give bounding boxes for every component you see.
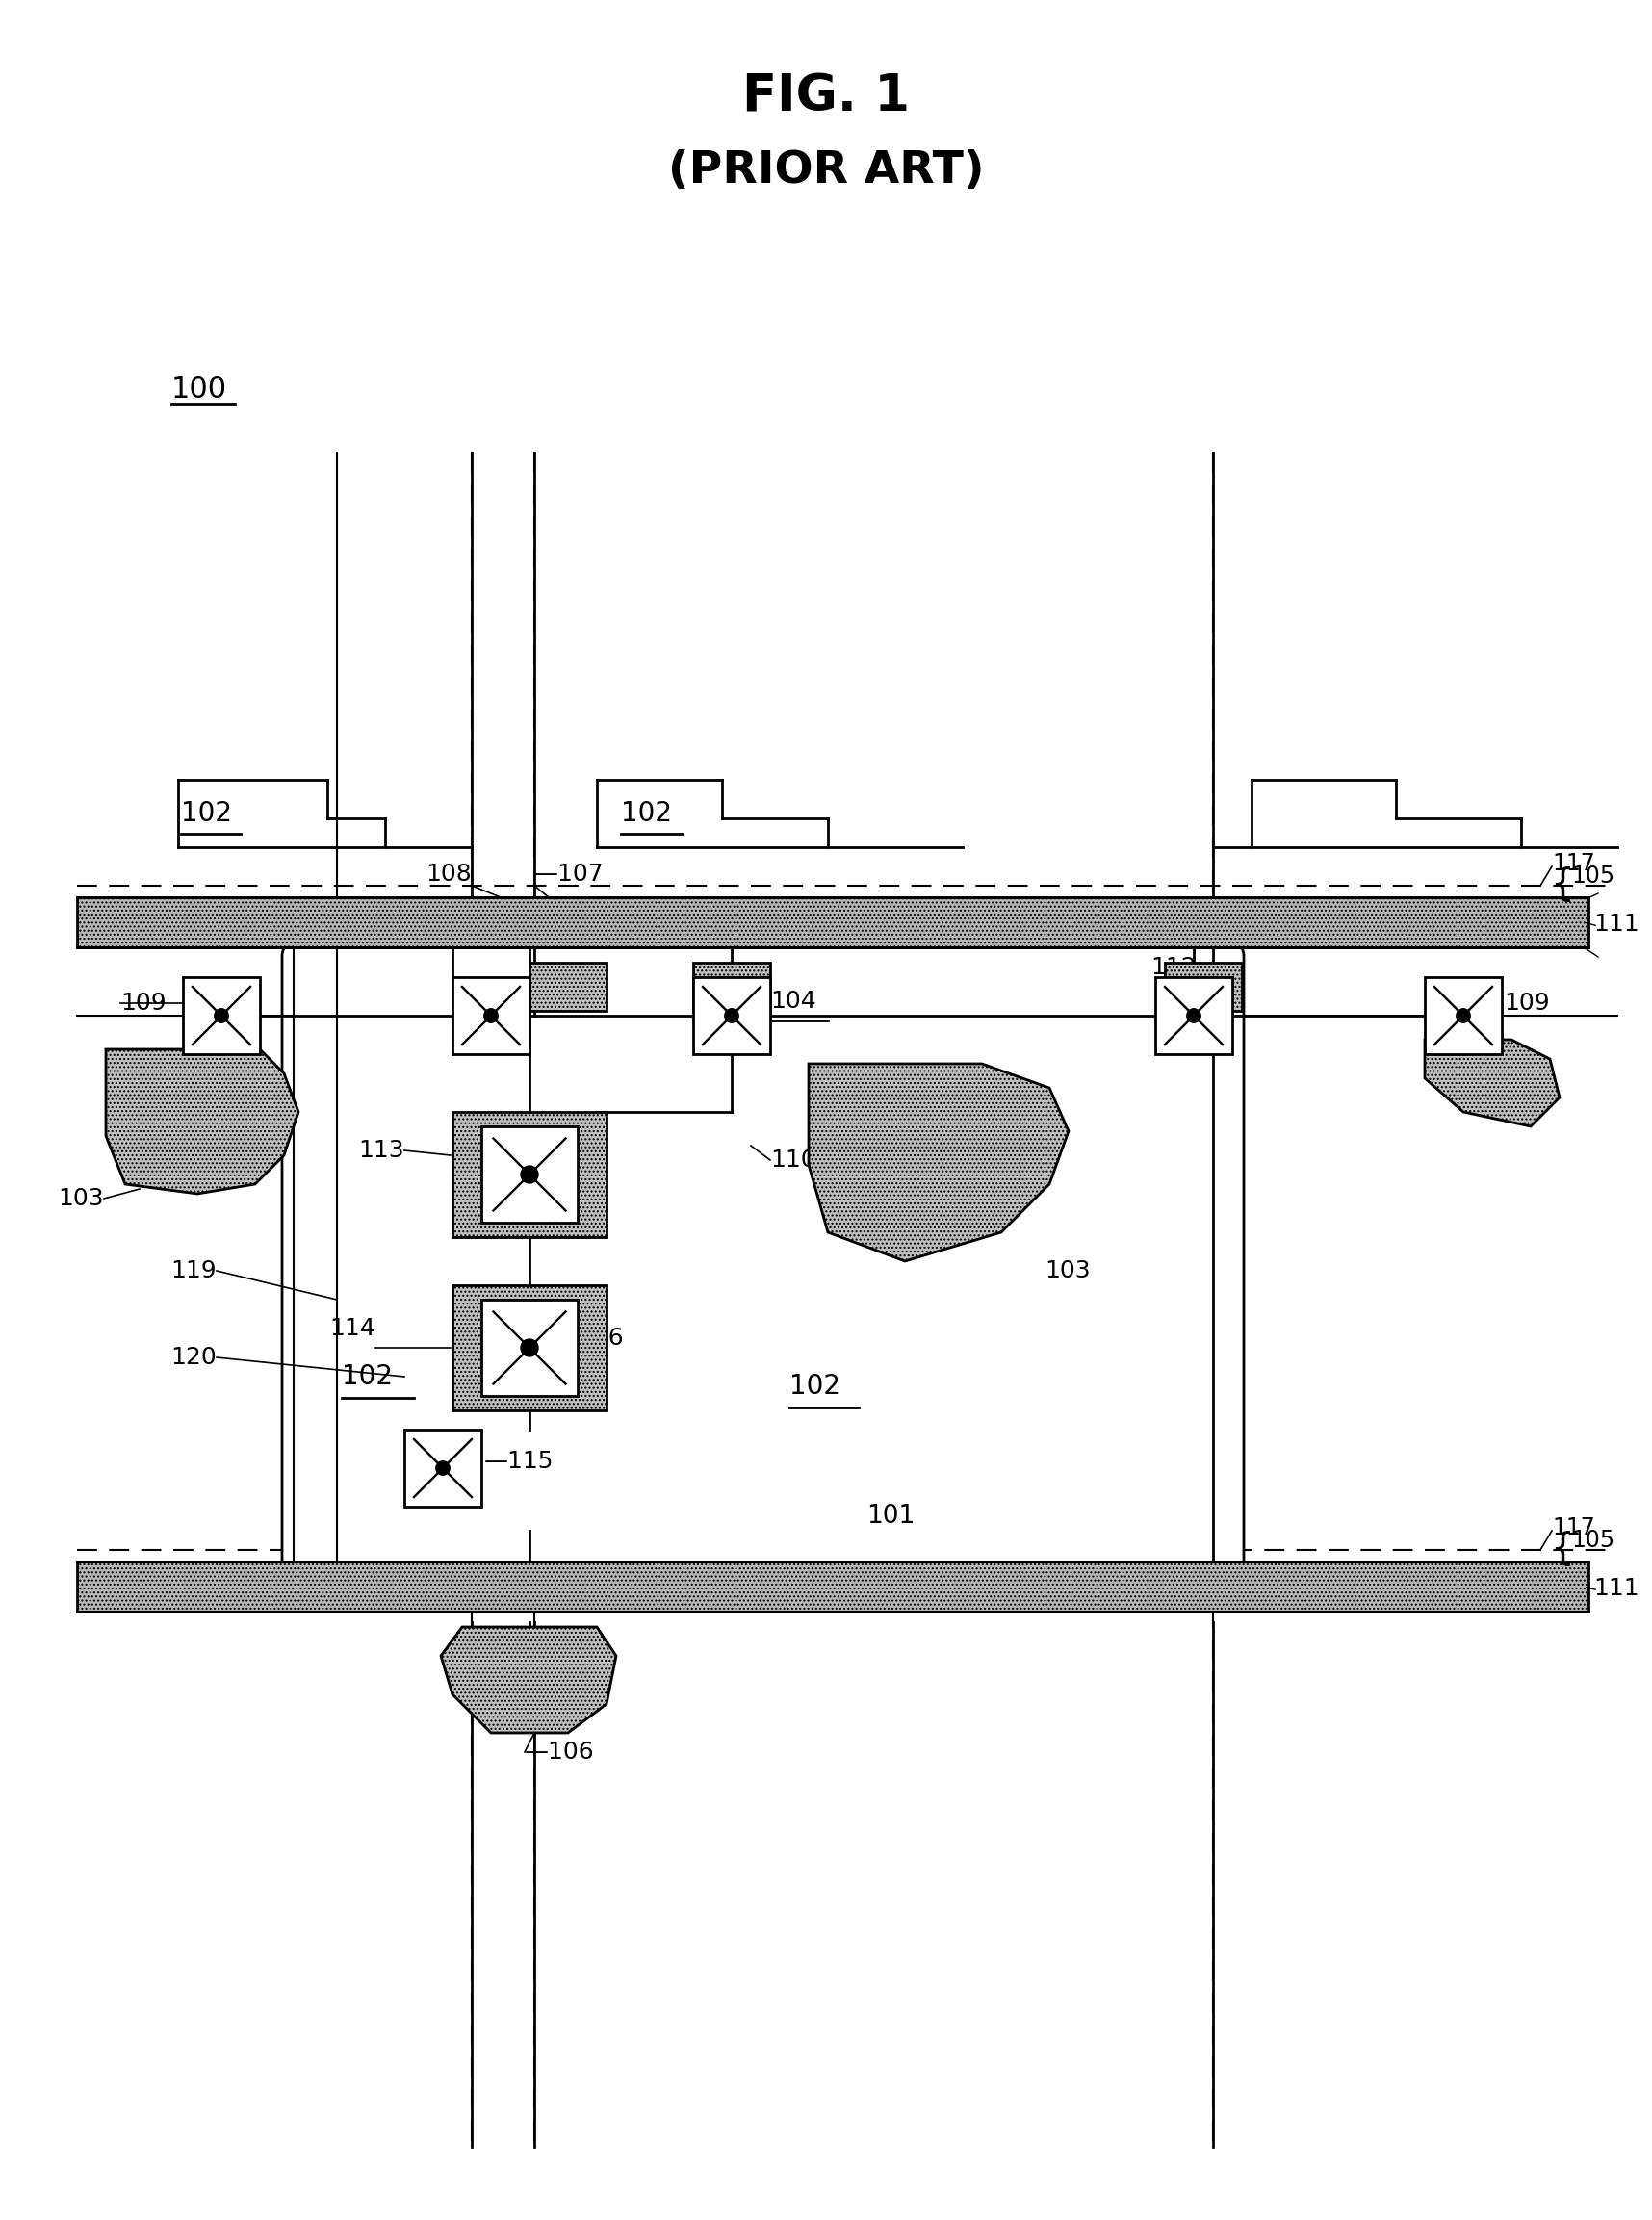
Bar (453, 1285, 606, 1410)
Text: 105: 105 (1571, 864, 1614, 888)
Text: 108: 108 (426, 864, 472, 886)
Text: —115: —115 (484, 1450, 553, 1472)
Text: (PRIOR ART): (PRIOR ART) (667, 149, 985, 193)
Text: 109: 109 (1503, 992, 1550, 1015)
Polygon shape (809, 1063, 1069, 1261)
Text: 112: 112 (1150, 957, 1196, 979)
Text: 117: 117 (1551, 1516, 1594, 1538)
Text: 102: 102 (182, 799, 231, 828)
Bar (78, 897, 1589, 948)
Bar (78, 1561, 1589, 1612)
FancyBboxPatch shape (282, 944, 1244, 1592)
Bar (1165, 963, 1242, 1010)
Text: 110: 110 (770, 1148, 816, 1172)
Circle shape (484, 1008, 497, 1023)
Text: 111: 111 (1593, 912, 1639, 937)
Circle shape (215, 1008, 228, 1023)
Bar (453, 977, 530, 1054)
Text: 119: 119 (170, 1259, 216, 1283)
Circle shape (1186, 1008, 1201, 1023)
Bar (1155, 977, 1232, 1054)
Bar (481, 1299, 578, 1396)
Text: 114: 114 (329, 1316, 375, 1341)
Text: 102: 102 (342, 1363, 393, 1390)
Text: 100: 100 (172, 375, 228, 404)
Text: 118: 118 (532, 992, 578, 1015)
Text: 101: 101 (866, 1503, 915, 1530)
Text: —106: —106 (525, 1740, 595, 1763)
Circle shape (1457, 1008, 1470, 1023)
Text: 120: 120 (170, 1345, 216, 1370)
Bar (481, 1126, 578, 1223)
Text: 103: 103 (1044, 1259, 1090, 1283)
Bar (530, 963, 606, 1010)
Polygon shape (106, 1050, 299, 1194)
Circle shape (520, 1339, 539, 1356)
Text: —107: —107 (534, 864, 605, 886)
Text: 116: 116 (578, 1328, 623, 1350)
Polygon shape (1424, 1039, 1559, 1126)
Bar (694, 977, 770, 1054)
Text: 109: 109 (121, 992, 167, 1015)
Bar (183, 977, 259, 1054)
Bar (453, 1112, 606, 1237)
Circle shape (520, 1166, 539, 1183)
Bar (1424, 977, 1502, 1054)
Text: 103: 103 (58, 1188, 104, 1210)
Text: {: { (1550, 1530, 1574, 1567)
Polygon shape (441, 1627, 616, 1734)
Text: 105: 105 (1571, 1530, 1614, 1552)
Text: 111: 111 (1593, 1576, 1639, 1601)
Text: 104: 104 (770, 990, 816, 1012)
Text: FIG. 1: FIG. 1 (742, 73, 910, 122)
Circle shape (725, 1008, 738, 1023)
Text: 117: 117 (1551, 852, 1594, 875)
Circle shape (436, 1461, 449, 1474)
Text: 102: 102 (621, 799, 672, 828)
Text: 113: 113 (358, 1139, 405, 1161)
Bar (694, 963, 770, 1010)
Bar (405, 1430, 481, 1507)
Text: 102: 102 (790, 1372, 841, 1401)
Text: {: { (1550, 866, 1574, 901)
